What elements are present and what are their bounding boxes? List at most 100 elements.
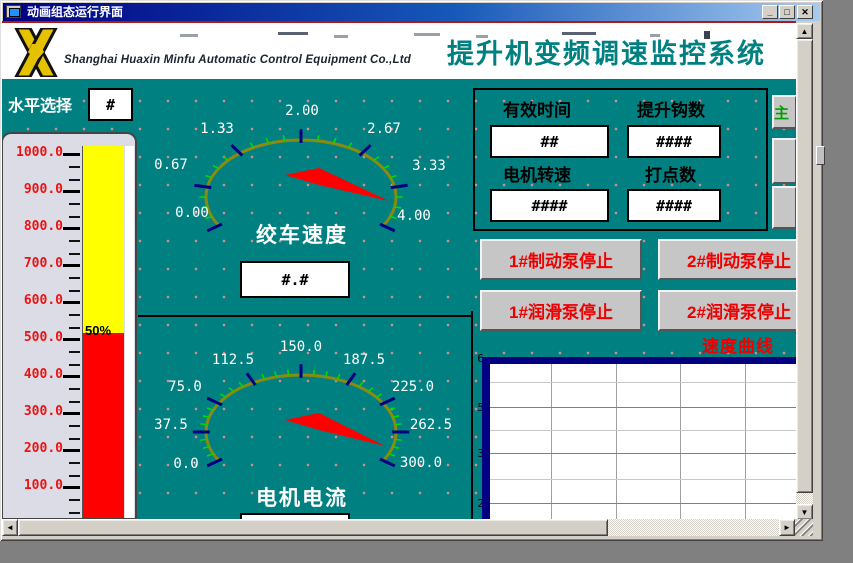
maximize-button[interactable]: □ <box>779 5 795 19</box>
trend-plot-area <box>490 364 796 519</box>
grid-line <box>490 382 796 383</box>
system-title: 提升机变频调速监控系统 <box>447 39 766 69</box>
current-tick-label: 37.5 <box>154 417 188 433</box>
level-bar-upper <box>83 146 124 333</box>
stats-group-box: 有效时间 提升钩数 ## #### 电机转速 打点数 #### #### <box>473 88 768 231</box>
faded-text-dash <box>562 32 596 35</box>
faded-text-dash <box>414 33 440 36</box>
company-name: Shanghai Huaxin Minfu Automatic Control … <box>64 54 412 66</box>
faded-text-dash <box>704 31 710 39</box>
current-tick-label: 225.0 <box>391 379 435 395</box>
trend-y-label: 6 <box>477 352 484 365</box>
grid-line <box>745 364 746 519</box>
lube-pump-1-button[interactable]: 1#润滑泵停止 <box>480 290 642 331</box>
current-gauge-title: 电机电流 <box>256 487 348 510</box>
level-bar-margin <box>125 146 134 518</box>
vertical-scrollbar[interactable]: ▲ ▼ <box>796 23 813 520</box>
side-button-2[interactable] <box>772 138 796 184</box>
speed-tick-label: 0.67 <box>154 157 188 173</box>
header-banner: Shanghai Huaxin Minfu Automatic Control … <box>2 21 796 79</box>
stat-label-hook-count: 提升钩数 <box>637 101 705 120</box>
level-percent-label: 50% <box>85 323 112 338</box>
grid-line <box>680 364 681 519</box>
speed-tick-label: 4.00 <box>397 208 431 224</box>
vertical-scroll-thumb[interactable] <box>796 39 813 493</box>
level-bar <box>82 146 124 518</box>
scroll-right-button[interactable]: ► <box>779 519 795 536</box>
current-value-display <box>240 513 350 519</box>
stat-value-signal-count: #### <box>627 189 721 222</box>
level-scale-label: 700.0 <box>23 256 63 271</box>
stat-label-valid-time: 有效时间 <box>503 101 571 120</box>
company-logo-icon <box>14 28 58 77</box>
grid-line <box>490 430 796 431</box>
scroll-down-button[interactable]: ▼ <box>796 504 813 520</box>
level-scale-label: 200.0 <box>23 441 63 456</box>
title-bar[interactable]: 动画组态运行界面 _ □ ✕ <box>3 3 820 21</box>
speed-tick-label: 2.67 <box>367 121 401 137</box>
speed-tick-label: 1.33 <box>200 121 234 137</box>
background-window-fragment <box>816 146 825 165</box>
current-tick-label: 150.0 <box>279 339 323 355</box>
level-scale-label: 1000.0 <box>16 145 63 160</box>
minimize-button[interactable]: _ <box>762 5 778 19</box>
grid-line <box>490 479 796 480</box>
trend-y-label: 3 <box>477 447 484 460</box>
speed-tick-label: 2.00 <box>285 103 319 119</box>
speed-tick-label: 3.33 <box>412 158 446 174</box>
current-tick-label: 300.0 <box>399 455 443 471</box>
current-tick-label: 187.5 <box>342 352 386 368</box>
trend-axis-left <box>482 357 490 519</box>
app-window: 动画组态运行界面 _ □ ✕ Shanghai Huaxin Minfu Aut… <box>0 0 823 541</box>
level-scale-label: 800.0 <box>23 219 63 234</box>
horizontal-scroll-thumb[interactable] <box>18 519 608 536</box>
faded-text-dash <box>476 35 488 38</box>
divider-vertical <box>471 311 473 519</box>
close-button[interactable]: ✕ <box>797 5 813 19</box>
side-button-main-screen[interactable]: 主 <box>772 95 796 129</box>
faded-text-dash <box>334 35 348 38</box>
stat-label-signal-count: 打点数 <box>645 166 696 185</box>
level-select-label: 水平选择 <box>8 98 73 115</box>
level-bar-lower <box>83 333 124 518</box>
brake-pump-1-button[interactable]: 1#制动泵停止 <box>480 239 642 280</box>
stat-value-valid-time: ## <box>490 125 609 158</box>
grid-line <box>490 407 796 408</box>
brake-pump-2-button[interactable]: 2#制动泵停止 <box>658 239 796 280</box>
horizontal-scrollbar[interactable]: ◄ ► <box>2 519 795 536</box>
grid-line <box>551 364 552 519</box>
resize-grip[interactable] <box>795 519 813 536</box>
current-tick-label: 112.5 <box>211 352 255 368</box>
motor-current-gauge <box>192 364 410 468</box>
speed-tick-label: 0.00 <box>175 205 209 221</box>
level-select-input[interactable]: # <box>88 88 133 121</box>
divider-horizontal <box>138 315 473 317</box>
trend-axis-top <box>482 357 796 364</box>
stat-label-motor-speed: 电机转速 <box>503 166 571 185</box>
current-tick-label: 0.0 <box>173 456 199 472</box>
window-icon <box>6 5 21 18</box>
level-scale-label: 500.0 <box>23 330 63 345</box>
level-scale-label: 300.0 <box>23 404 63 419</box>
faded-text-dash <box>278 32 308 35</box>
stat-value-motor-speed: #### <box>490 189 609 222</box>
window-title: 动画组态运行界面 <box>27 5 124 19</box>
speed-gauge-title: 绞车速度 <box>256 224 348 247</box>
level-scale-label: 400.0 <box>23 367 63 382</box>
grid-line <box>490 503 796 504</box>
faded-text-dash <box>650 34 660 37</box>
winch-speed-gauge <box>194 129 408 233</box>
level-bar-gauge: 1000.0 900.0 800.0 700.0 600.0 500.0 400… <box>2 132 137 519</box>
lube-pump-2-button[interactable]: 2#润滑泵停止 <box>658 290 796 331</box>
level-scale-label: 600.0 <box>23 293 63 308</box>
speed-value-display: #.# <box>240 261 350 298</box>
grid-line <box>490 453 796 454</box>
scada-canvas: 水平选择 # 1000.0 900.0 800.0 700.0 600.0 50… <box>2 79 796 519</box>
side-button-3[interactable] <box>772 186 796 229</box>
scroll-left-button[interactable]: ◄ <box>2 519 18 536</box>
trend-y-label: 2 <box>477 497 484 510</box>
current-tick-label: 262.5 <box>409 417 453 433</box>
trend-chart-title: 速度曲线 <box>702 337 774 356</box>
faded-text-dash <box>180 34 198 37</box>
scroll-up-button[interactable]: ▲ <box>796 23 813 39</box>
